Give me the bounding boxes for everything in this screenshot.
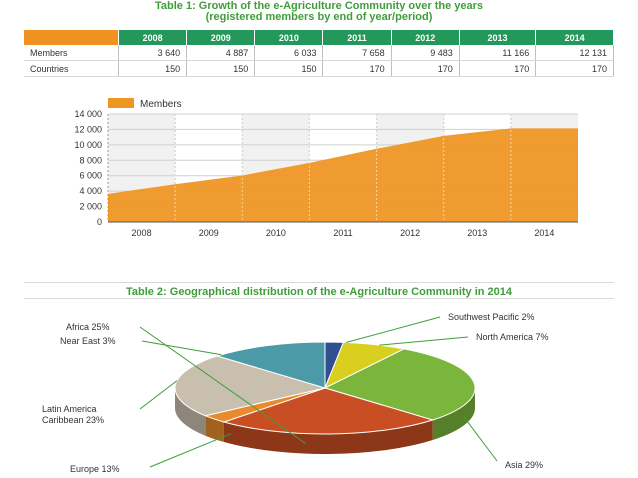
- members-area: [108, 128, 578, 222]
- year-header: 2008: [118, 30, 188, 45]
- table-cell: 150: [186, 60, 256, 77]
- year-header: 2009: [186, 30, 256, 45]
- members-area-chart: 0 2 000 4 000 6 000 8 000 10 000 12 000 14 000 2…: [74, 98, 578, 238]
- row-label: Members: [24, 45, 119, 61]
- year-header: 2014: [535, 30, 614, 45]
- x-tick-label: 2012: [400, 228, 420, 238]
- y-tick-label: 8 000: [79, 155, 102, 165]
- x-tick-label: 2009: [199, 228, 219, 238]
- x-tick-label: 2014: [534, 228, 554, 238]
- pie-label: Near East 3%: [60, 336, 116, 346]
- leader-line: [139, 326, 306, 445]
- pie-slice-side: [175, 388, 206, 436]
- table-cell: 170: [535, 60, 614, 77]
- table-cell: 150: [254, 60, 324, 77]
- leader-line: [379, 336, 469, 346]
- pie-slice: [215, 341, 326, 389]
- y-tick-label: 12 000: [74, 124, 102, 134]
- table-cell: 170: [391, 60, 460, 77]
- year-header: 2012: [391, 30, 460, 45]
- table-row-countries: Countries 150 150 150 170 170 170 170: [24, 60, 614, 77]
- table-cell: 7 658: [322, 45, 392, 61]
- pie-slice-side: [223, 420, 433, 454]
- leader-line: [149, 433, 231, 468]
- x-tick-label: 2011: [333, 228, 352, 238]
- growth-table: 2008 2009 2010 2011 2012 2013 2014 Membe…: [24, 30, 614, 77]
- geographic-pie-chart: Southwest Pacific 2% North America 7% Asia…: [42, 312, 549, 474]
- table-row-members: Members 3 640 4 887 6 033 7 658 9 483 11…: [24, 45, 614, 61]
- legend-swatch: [108, 98, 134, 108]
- year-header: 2010: [254, 30, 324, 45]
- pie-label: Africa 25%: [66, 322, 110, 332]
- divider: [24, 298, 614, 299]
- table-cell: 170: [459, 60, 537, 77]
- leader-line: [345, 316, 441, 343]
- table-cell: 6 033: [254, 45, 324, 61]
- pie-label: North America 7%: [476, 332, 549, 342]
- y-tick-label: 4 000: [79, 186, 102, 196]
- x-tick-label: 2008: [132, 228, 152, 238]
- leader-line: [462, 415, 498, 462]
- year-header: 2011: [322, 30, 392, 45]
- y-tick-label: 14 000: [74, 109, 102, 119]
- pie-label: Caribbean 23%: [42, 415, 104, 425]
- table-cell: 3 640: [118, 45, 188, 61]
- table-cell: 150: [118, 60, 188, 77]
- y-tick-label: 2 000: [79, 202, 102, 212]
- table-cell: 170: [322, 60, 392, 77]
- legend-label: Members: [140, 99, 182, 110]
- table1-subtitle: (registered members by end of year/perio…: [205, 11, 433, 23]
- table1-title: Table 1: Growth of the e-Agriculture Com…: [154, 0, 484, 12]
- pie-slice-side: [205, 415, 224, 442]
- pie-label: Europe 13%: [70, 464, 120, 474]
- row-label: Countries: [24, 60, 119, 77]
- pie-slice: [174, 355, 327, 417]
- table-cell: 9 483: [391, 45, 460, 61]
- x-tick-label: 2010: [266, 228, 286, 238]
- y-tick-label: 10 000: [74, 140, 102, 150]
- year-header: 2013: [459, 30, 537, 45]
- table-header-row: 2008 2009 2010 2011 2012 2013 2014: [24, 30, 614, 45]
- divider: [24, 282, 614, 283]
- x-tick-label: 2013: [467, 228, 487, 238]
- table2-title: Table 2: Geographical distribution of th…: [125, 286, 513, 298]
- y-tick-label: 6 000: [79, 171, 102, 181]
- pie-slice: [323, 348, 476, 421]
- pie-label: Asia 29%: [505, 460, 543, 470]
- table-cell: 12 131: [535, 45, 614, 61]
- table-cell: 11 166: [459, 45, 537, 61]
- pie-label: Southwest Pacific 2%: [448, 312, 535, 322]
- leader-line: [141, 340, 222, 356]
- pie-label: Latin America: [42, 404, 97, 414]
- table-cell: 4 887: [186, 45, 256, 61]
- table-corner-cell: [24, 30, 119, 45]
- pie-slice-side: [432, 388, 475, 441]
- leader-line: [139, 380, 178, 410]
- y-tick-label: 0: [97, 217, 102, 227]
